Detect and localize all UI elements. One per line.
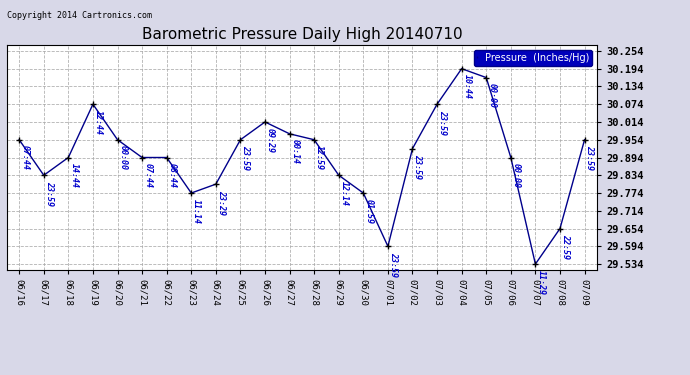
Text: 23:59: 23:59 xyxy=(241,145,250,170)
Text: 09:29: 09:29 xyxy=(266,128,275,153)
Text: 00:00: 00:00 xyxy=(487,83,496,108)
Text: 23:59: 23:59 xyxy=(438,110,447,135)
Text: 14:44: 14:44 xyxy=(70,163,79,188)
Text: 00:14: 00:14 xyxy=(290,140,299,164)
Text: 07:44: 07:44 xyxy=(143,163,152,188)
Text: 23:59: 23:59 xyxy=(45,181,54,206)
Text: 22:59: 22:59 xyxy=(561,234,570,259)
Text: 12:44: 12:44 xyxy=(94,110,103,135)
Text: 23:59: 23:59 xyxy=(413,154,422,179)
Text: 00:00: 00:00 xyxy=(512,163,521,188)
Text: 11:29: 11:29 xyxy=(536,270,546,295)
Text: 01:59: 01:59 xyxy=(364,199,373,223)
Text: 07:44: 07:44 xyxy=(20,145,29,170)
Text: 12:14: 12:14 xyxy=(339,181,349,206)
Text: 00:00: 00:00 xyxy=(119,145,128,170)
Text: 23:29: 23:29 xyxy=(217,190,226,215)
Text: 23:59: 23:59 xyxy=(389,252,398,277)
Text: 08:44: 08:44 xyxy=(168,163,177,188)
Title: Barometric Pressure Daily High 20140710: Barometric Pressure Daily High 20140710 xyxy=(141,27,462,42)
Text: 11:14: 11:14 xyxy=(193,199,201,223)
Text: Copyright 2014 Cartronics.com: Copyright 2014 Cartronics.com xyxy=(7,11,152,20)
Text: 23:59: 23:59 xyxy=(586,145,595,170)
Legend: Pressure  (Inches/Hg): Pressure (Inches/Hg) xyxy=(474,50,592,66)
Text: 12:59: 12:59 xyxy=(315,145,324,170)
Text: 10:44: 10:44 xyxy=(463,74,472,99)
